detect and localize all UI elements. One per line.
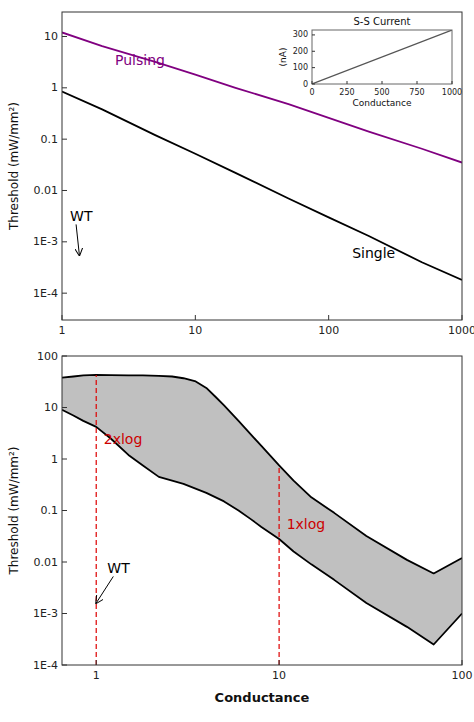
plot-frame [312,30,452,84]
annotation-arrow [76,224,79,255]
y-tick [312,51,315,52]
x-tick [382,81,383,84]
reference-line [279,465,280,665]
y-tick [62,241,67,242]
y-tick-label: 1 [51,81,58,94]
plot-background [312,30,452,84]
plot-background [62,12,462,320]
y-tick [62,459,67,460]
y-tick-label: 0.01 [34,556,59,569]
y-tick [62,562,67,563]
chart-2: 1 10 100 1E-4 1E-3 0.01 0.1 1 10 100 Conductance Th… [7,350,473,706]
y-tick-label: 0.1 [41,133,59,146]
band-fill [62,375,462,645]
x-axis-label: Conductance [352,98,412,108]
x-tick-label: 10 [188,324,202,337]
series-line [62,91,462,280]
x-tick-label: 1000 [448,324,474,337]
y-tick-label: 0 [303,80,308,89]
x-tick-label: 100 [452,669,473,682]
annotation-arrow [96,576,113,603]
x-tick [417,81,418,84]
y-tick-label: 1E-4 [33,287,58,300]
figure: 11010010001E-41E-30.010.1110Threshold (m… [0,0,474,722]
y-tick-label: 300 [293,30,308,39]
chart-1: 0 250 500 750 1000 0 100 200 300 S-S Current Condu… [278,16,462,108]
annotation: Pulsing [115,52,165,68]
y-tick [62,87,67,88]
x-tick-label: 10 [272,669,286,682]
y-tick-label: 10 [44,30,58,43]
x-tick [462,315,463,320]
y-tick [62,139,67,140]
y-tick [62,36,67,37]
y-tick-label: 10 [44,401,58,414]
y-tick-label: 0.1 [41,504,59,517]
x-tick [452,81,453,84]
x-tick-label: 1000 [442,88,462,97]
annotation: 2xlog [104,431,143,447]
x-tick-label: 500 [374,88,389,97]
series-line [62,410,462,645]
x-axis-label: Conductance [215,690,310,705]
plot-frame [62,12,462,320]
reference-line [96,375,97,665]
y-tick-label: 1E-4 [33,659,58,672]
plot-frame [62,356,462,665]
x-tick [462,660,463,665]
x-tick [279,660,280,665]
x-tick-label: 0 [309,88,314,97]
y-tick-label: 0.01 [34,184,59,197]
y-tick-label: 1E-3 [33,235,58,248]
y-tick [62,293,67,294]
y-tick-label: 100 [293,63,308,72]
chart-0: 11010010001E-41E-30.010.1110Threshold (m… [7,12,474,337]
y-axis-label: (nA) [278,48,288,67]
y-tick [312,34,315,35]
x-tick-label: 250 [339,88,354,97]
y-axis-label: Threshold (mW/mm²) [7,446,21,575]
y-tick-label: 1 [51,453,58,466]
y-tick [62,407,67,408]
x-tick-label: 100 [318,324,339,337]
x-tick [96,660,97,665]
x-tick [328,315,329,320]
y-tick-label: 200 [293,47,308,56]
y-tick [62,190,67,191]
plot-background [62,356,462,665]
x-tick-label: 1 [59,324,66,337]
series-line [62,375,462,574]
y-tick-label: 100 [37,350,58,363]
y-tick [62,613,67,614]
y-tick [62,510,67,511]
x-tick [195,315,196,320]
annotation: WT [107,560,130,576]
x-tick [347,81,348,84]
annotation: Single [352,245,395,261]
plot-area [62,375,462,665]
x-tick-label: 1 [93,669,100,682]
y-tick [62,356,67,357]
plot-area [312,30,452,84]
y-axis-label: Threshold (mW/mm²) [7,102,21,231]
y-tick [62,665,67,666]
annotation: WT [70,208,93,224]
y-tick-label: 1E-3 [33,607,58,620]
series-line [312,30,452,84]
y-tick [312,84,315,85]
x-tick-label: 750 [409,88,424,97]
x-tick [62,315,63,320]
chart-title: S-S Current [353,16,410,27]
annotation: 1xlog [287,516,326,532]
y-tick [312,67,315,68]
